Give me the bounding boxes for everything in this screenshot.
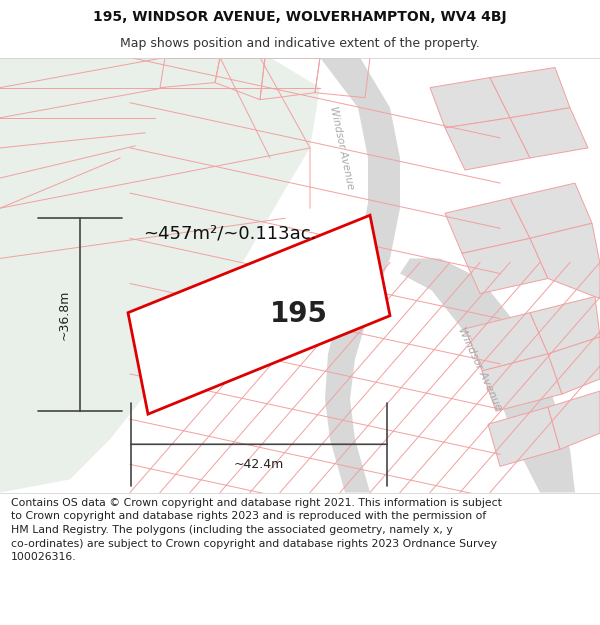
Text: 195: 195 <box>270 301 328 328</box>
Polygon shape <box>465 312 548 371</box>
Text: Windsor Avenue: Windsor Avenue <box>328 106 356 191</box>
Polygon shape <box>462 238 548 294</box>
Polygon shape <box>445 118 530 170</box>
Polygon shape <box>548 391 600 449</box>
Text: Map shows position and indicative extent of the property.: Map shows position and indicative extent… <box>120 37 480 49</box>
Polygon shape <box>510 107 588 158</box>
Polygon shape <box>445 198 530 253</box>
Polygon shape <box>0 58 320 493</box>
Polygon shape <box>320 58 400 493</box>
Text: ~457m²/~0.113ac.: ~457m²/~0.113ac. <box>143 224 317 243</box>
Polygon shape <box>530 223 600 299</box>
Polygon shape <box>430 78 510 128</box>
Polygon shape <box>400 258 575 492</box>
Polygon shape <box>510 183 592 238</box>
Polygon shape <box>490 68 570 118</box>
Text: Contains OS data © Crown copyright and database right 2021. This information is : Contains OS data © Crown copyright and d… <box>11 498 502 562</box>
Text: ~42.4m: ~42.4m <box>234 458 284 471</box>
Text: Windsor Avenue: Windsor Avenue <box>456 326 504 412</box>
Polygon shape <box>530 297 600 354</box>
Text: 195, WINDSOR AVENUE, WOLVERHAMPTON, WV4 4BJ: 195, WINDSOR AVENUE, WOLVERHAMPTON, WV4 … <box>93 10 507 24</box>
Polygon shape <box>128 215 390 414</box>
Polygon shape <box>482 354 562 411</box>
Polygon shape <box>488 407 560 466</box>
Text: ~36.8m: ~36.8m <box>58 289 71 340</box>
Polygon shape <box>548 337 600 394</box>
